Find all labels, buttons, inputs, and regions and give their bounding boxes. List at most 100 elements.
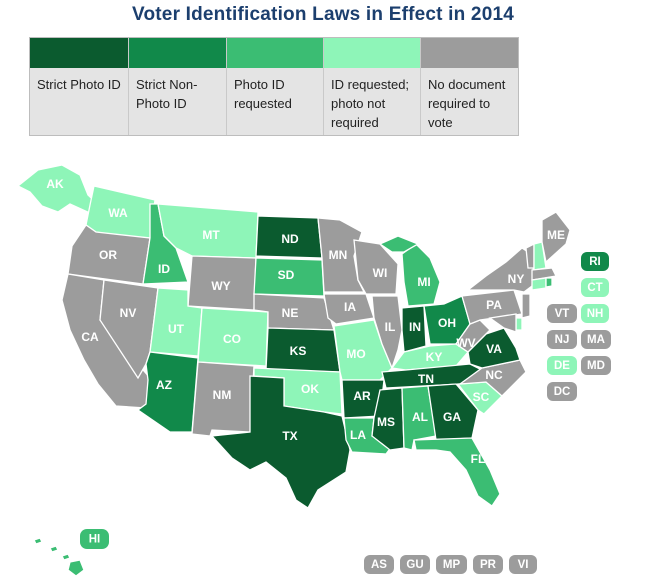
- pill-dc[interactable]: DC: [547, 382, 577, 401]
- state-label: NC: [485, 368, 503, 382]
- pill-de[interactable]: DE: [547, 356, 577, 375]
- state-label: TN: [418, 372, 434, 386]
- legend-item-strict-photo: Strict Photo ID: [30, 38, 129, 135]
- state-label: AL: [412, 410, 428, 424]
- svg-text:MD: MD: [587, 360, 605, 372]
- state-nd[interactable]: ND: [255, 215, 323, 259]
- state-ks[interactable]: KS: [265, 327, 341, 373]
- state-label: WV: [456, 336, 475, 350]
- state-label: VA: [486, 342, 502, 356]
- legend-item-photo-requested: Photo ID requested: [227, 38, 324, 135]
- state-label: TX: [282, 429, 297, 443]
- pill-ma[interactable]: MA: [581, 330, 611, 349]
- state-label: ME: [547, 228, 565, 242]
- legend: Strict Photo ID Strict Non-Photo ID Phot…: [29, 37, 519, 136]
- legend-item-strict-nonphoto: Strict Non-Photo ID: [129, 38, 227, 135]
- svg-text:GU: GU: [406, 559, 423, 571]
- pill-nj[interactable]: NJ: [547, 330, 577, 349]
- state-label: KY: [426, 350, 443, 364]
- state-ia[interactable]: IA: [323, 293, 375, 325]
- state-wv[interactable]: WV: [455, 319, 491, 353]
- svg-text:MA: MA: [587, 334, 605, 346]
- legend-swatch: [129, 38, 227, 68]
- state-sd[interactable]: SD: [253, 257, 325, 297]
- state-il[interactable]: IL: [371, 295, 403, 370]
- state-ar[interactable]: AR: [341, 379, 385, 419]
- state-de[interactable]: [515, 317, 523, 331]
- svg-text:VT: VT: [555, 308, 570, 320]
- state-tx[interactable]: TX: [210, 375, 351, 509]
- legend-label: Strict Non-Photo ID: [129, 68, 227, 135]
- pill-nh[interactable]: NH: [581, 304, 609, 323]
- pill-pr[interactable]: PR: [473, 555, 503, 574]
- legend-swatch: [30, 38, 129, 68]
- state-nm[interactable]: NM: [191, 361, 255, 437]
- state-label: NY: [508, 272, 525, 286]
- svg-text:DE: DE: [554, 360, 570, 372]
- state-ga[interactable]: GA: [427, 383, 479, 441]
- legend-item-id-requested: ID requested; photo not required: [324, 38, 421, 135]
- state-label: UT: [168, 322, 185, 336]
- state-label: WY: [211, 279, 230, 293]
- state-label: LA: [350, 428, 366, 442]
- pill-vt[interactable]: VT: [547, 304, 577, 323]
- state-fl[interactable]: FL: [413, 437, 501, 507]
- state-hi[interactable]: HI: [33, 529, 109, 577]
- state-ri[interactable]: [545, 277, 553, 288]
- state-me[interactable]: ME: [541, 211, 571, 264]
- state-sc[interactable]: SC: [456, 381, 503, 415]
- state-label: MI: [417, 275, 430, 289]
- pill-vi[interactable]: VI: [509, 555, 537, 574]
- state-label: IA: [344, 300, 356, 314]
- svg-text:MP: MP: [443, 559, 461, 571]
- legend-swatch: [227, 38, 324, 68]
- state-wy[interactable]: WY: [187, 255, 257, 311]
- state-ma[interactable]: [531, 267, 557, 281]
- state-ak[interactable]: AK: [16, 164, 106, 215]
- state-va[interactable]: VA: [467, 327, 521, 369]
- state-label: AR: [353, 389, 371, 403]
- state-vt[interactable]: [525, 242, 535, 269]
- state-label: ND: [281, 232, 299, 246]
- legend-label: Strict Photo ID: [30, 68, 129, 135]
- legend-swatch: [421, 38, 518, 68]
- state-ny[interactable]: NY: [466, 247, 535, 293]
- state-label: CA: [81, 330, 99, 344]
- pill-gu[interactable]: GU: [400, 555, 430, 574]
- legend-label: No document required to vote: [428, 77, 506, 130]
- state-label: SC: [473, 390, 490, 404]
- state-label: KS: [290, 344, 307, 358]
- svg-text:RI: RI: [589, 256, 601, 268]
- state-az[interactable]: AZ: [136, 351, 199, 433]
- state-label: WI: [373, 266, 388, 280]
- state-mi[interactable]: MI: [378, 235, 441, 307]
- svg-text:NJ: NJ: [555, 334, 570, 346]
- state-label: CO: [223, 332, 241, 346]
- state-in[interactable]: IN: [401, 305, 427, 353]
- state-label: ID: [158, 262, 170, 276]
- state-label: FL: [471, 452, 486, 466]
- state-label: SD: [278, 268, 295, 282]
- pill-md[interactable]: MD: [581, 356, 611, 375]
- map-title: Voter Identification Laws in Effect in 2…: [132, 4, 514, 25]
- state-label: IL: [385, 320, 396, 334]
- state-wa[interactable]: WA: [85, 185, 156, 239]
- state-co[interactable]: CO: [197, 307, 269, 367]
- state-nj[interactable]: [521, 293, 531, 319]
- state-ct[interactable]: [531, 277, 547, 291]
- state-label: AZ: [156, 378, 172, 392]
- state-label: MS: [377, 415, 395, 429]
- state-label: HI: [89, 534, 101, 546]
- svg-text:PR: PR: [480, 559, 497, 571]
- state-ms[interactable]: MS: [371, 387, 405, 451]
- pill-ri[interactable]: RI: [581, 252, 609, 271]
- state-label: MO: [346, 347, 365, 361]
- state-md[interactable]: [488, 313, 517, 333]
- pill-mp[interactable]: MP: [436, 555, 467, 574]
- pill-as[interactable]: AS: [364, 555, 394, 574]
- pill-ct[interactable]: CT: [581, 278, 609, 297]
- state-label: AK: [46, 177, 64, 191]
- svg-text:VI: VI: [518, 559, 529, 571]
- state-label: MT: [202, 228, 220, 242]
